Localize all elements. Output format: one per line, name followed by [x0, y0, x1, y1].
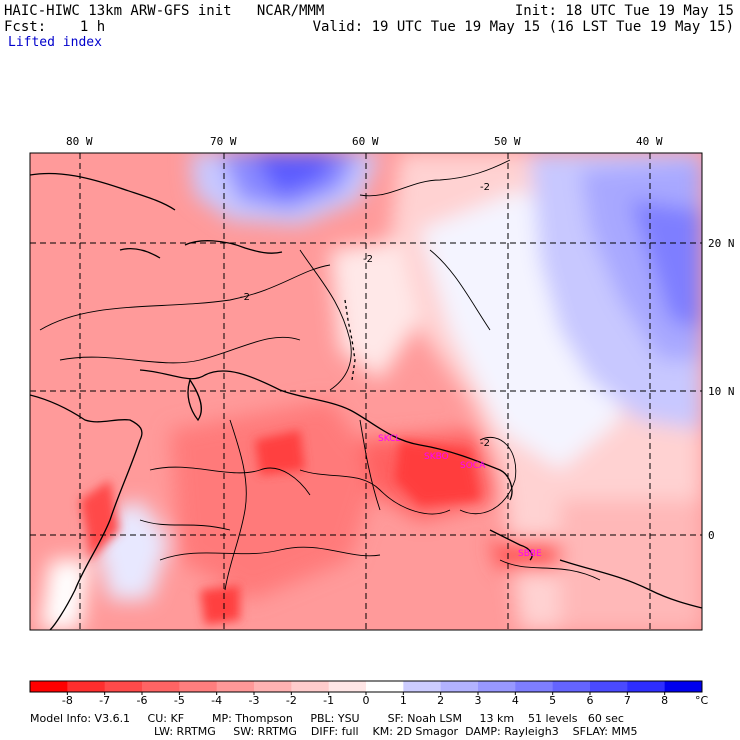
station-skbo: SKBO	[424, 452, 449, 462]
colorbar-tick-label: -5	[174, 694, 185, 707]
colorbar-tick-label: -2	[286, 694, 297, 707]
colorbar-tick-label: 5	[549, 694, 556, 707]
colorbar-tick-label: 1	[400, 694, 407, 707]
colorbar-swatch	[552, 681, 591, 692]
colorbar-unit: °C	[695, 694, 709, 707]
colorbar-swatch	[627, 681, 666, 692]
colorbar-tick-label: 7	[624, 694, 631, 707]
colorbar-tick-label: -4	[211, 694, 222, 707]
lon-label: 40 W	[636, 135, 663, 148]
station-skcl: SKCL	[378, 434, 400, 444]
contour-label: -2	[480, 438, 490, 449]
colorbar-swatch	[142, 681, 180, 692]
lon-label: 50 W	[494, 135, 521, 148]
colorbar-swatch	[590, 681, 628, 692]
colorbar-swatch	[179, 681, 218, 692]
colorbar-tick-label: 2	[437, 694, 444, 707]
valid-time: Valid: 19 UTC Tue 19 May 15 (16 LST Tue …	[312, 19, 734, 35]
colorbar-tick-label: -3	[249, 694, 260, 707]
colorbar-swatch	[440, 681, 479, 692]
colorbar-swatch	[328, 681, 367, 692]
map-field: -2 -2 -2 -2 SKCL SKBO SOCA SBBE	[30, 153, 702, 630]
contour-label: -2	[240, 292, 250, 303]
colorbar-swatch	[515, 681, 554, 692]
colorbar	[29, 680, 703, 693]
field-name: Lifted index	[8, 35, 102, 50]
colorbar-tick-label: -7	[99, 694, 110, 707]
colorbar-swatch	[67, 681, 106, 692]
colorbar-tick-label: -8	[62, 694, 73, 707]
colorbar-swatch	[254, 681, 292, 692]
colorbar-swatch	[104, 681, 143, 692]
colorbar-swatch	[664, 681, 703, 692]
lat-label: 0	[708, 529, 715, 542]
colorbar-tick-label: -1	[323, 694, 334, 707]
colorbar-ticks: -8 -7 -6 -5 -4 -3 -2 -1 0 1 2 3 4 5 6 7 8	[62, 692, 668, 707]
colorbar-swatch	[291, 681, 330, 692]
colorbar-tick-label: -6	[137, 694, 148, 707]
station-sbbe: SBBE	[518, 549, 542, 559]
lat-label: 10 N	[708, 385, 735, 398]
colorbar-tick-label: 6	[587, 694, 594, 707]
plot-title: HAIC-HIWC 13km ARW-GFS init NCAR/MMM	[4, 3, 325, 19]
colorbar-tick-label: 0	[363, 694, 370, 707]
contour-label: -2	[363, 254, 373, 265]
colorbar-tick-label: 3	[475, 694, 482, 707]
init-time: Init: 18 UTC Tue 19 May 15	[514, 3, 734, 19]
model-info-line2: LW: RRTMG SW: RRTMG DIFF: full KM: 2D Sm…	[154, 725, 638, 738]
colorbar-tick-label: 8	[661, 694, 668, 707]
colorbar-tick-label: 4	[512, 694, 519, 707]
forecast-hour: Fcst: 1 h	[4, 19, 106, 35]
lon-label: 80 W	[66, 135, 93, 148]
lat-label: 20 N	[708, 237, 735, 250]
colorbar-swatch	[216, 681, 255, 692]
colorbar-swatch	[403, 681, 442, 692]
contour-label: -2	[480, 182, 490, 193]
lon-label: 70 W	[210, 135, 237, 148]
lon-label: 60 W	[352, 135, 379, 148]
map-frame	[29, 152, 703, 631]
colorbar-swatch	[366, 681, 404, 692]
model-info-line1: Model Info: V3.6.1 CU: KF MP: Thompson P…	[30, 712, 624, 725]
colorbar-swatch	[478, 681, 516, 692]
station-soca: SOCA	[460, 461, 486, 471]
colorbar-swatch	[30, 681, 68, 692]
